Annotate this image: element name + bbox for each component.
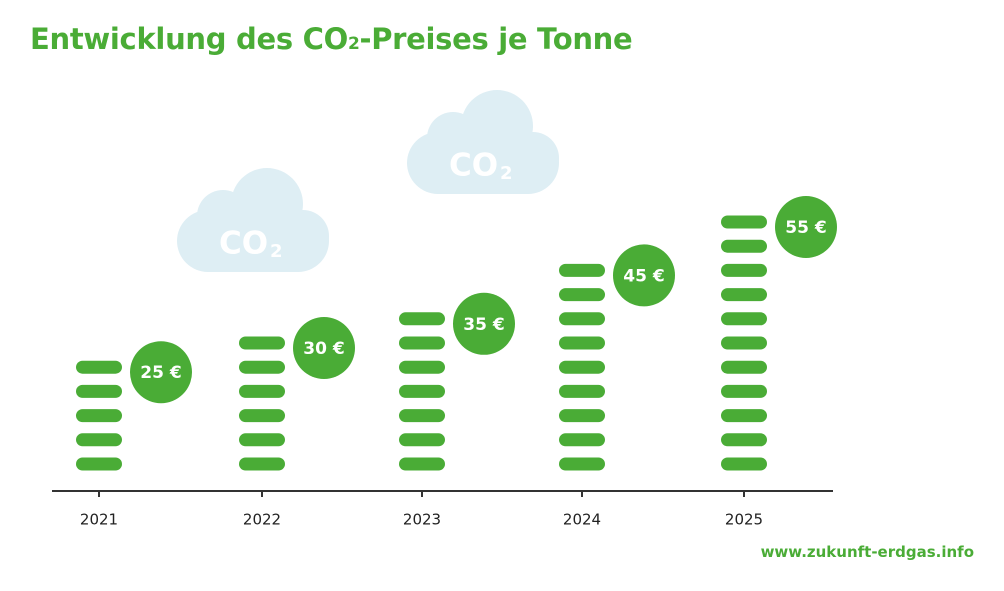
bar-2023: 35 € [399, 292, 515, 471]
bar-segment [559, 433, 605, 447]
bar-segment [721, 336, 767, 350]
bar-segment [721, 239, 767, 253]
bar-2024: 45 € [559, 244, 675, 471]
bar-2025: 55 € [721, 196, 837, 471]
bar-segment [559, 288, 605, 302]
bar-segment [239, 384, 285, 398]
bar-segment [76, 384, 122, 398]
bar-segment [721, 312, 767, 326]
cloud-label: CO [219, 226, 268, 262]
bar-segment [559, 336, 605, 350]
bar-segment [559, 409, 605, 423]
x-tick-label: 2023 [403, 511, 441, 529]
bar-segment [721, 288, 767, 302]
bar-segment [399, 409, 445, 423]
x-tick-label: 2024 [563, 511, 601, 529]
bar-segment [559, 457, 605, 471]
bar-segment [399, 384, 445, 398]
bar-2022: 30 € [239, 317, 355, 471]
value-label: 55 € [785, 218, 826, 238]
bar-segment [559, 360, 605, 374]
x-tick-label: 2025 [725, 511, 763, 529]
bar-segment [721, 384, 767, 398]
bar-segment [721, 263, 767, 277]
value-badge [293, 317, 355, 379]
bar-segment [239, 336, 285, 350]
bar-segment [559, 312, 605, 326]
value-badge [775, 196, 837, 258]
value-badge [453, 292, 515, 355]
bar-segment [239, 457, 285, 471]
bar-segment [239, 433, 285, 447]
value-badge [130, 341, 192, 404]
cloud-label-sub: 2 [500, 163, 513, 184]
bar-segment [76, 457, 122, 471]
x-tick-label: 2022 [243, 511, 281, 529]
bar-segment [721, 360, 767, 374]
cloud-icon: CO 2 [407, 90, 559, 194]
value-label: 35 € [463, 315, 504, 335]
bar-segment [76, 360, 122, 374]
bar-segment [239, 360, 285, 374]
source-url: www.zukunft-erdgas.info [760, 543, 974, 561]
bar-segment [399, 433, 445, 447]
value-label: 45 € [623, 266, 664, 286]
bar-segment [399, 457, 445, 471]
bar-segment [721, 433, 767, 447]
value-badge [613, 244, 675, 307]
cloud-icon: CO 2 [177, 168, 329, 272]
bar-segment [76, 433, 122, 447]
value-label: 30 € [303, 339, 344, 359]
bar-segment [399, 360, 445, 374]
value-label: 25 € [140, 363, 181, 383]
bar-segment [76, 409, 122, 423]
bar-segment [721, 457, 767, 471]
bar-segment [721, 409, 767, 423]
bar-segment [559, 263, 605, 277]
cloud-label-sub: 2 [270, 241, 283, 262]
bar-segment [399, 336, 445, 350]
bar-segment [721, 215, 767, 229]
bar-segment [399, 312, 445, 326]
chart-title: Entwicklung des CO2-Preises je Tonne [30, 22, 633, 56]
cloud-label: CO [449, 148, 498, 184]
bar-segment [559, 384, 605, 398]
bar-2021: 25 € [76, 341, 192, 471]
bar-segment [239, 409, 285, 423]
x-tick-label: 2021 [80, 511, 118, 529]
